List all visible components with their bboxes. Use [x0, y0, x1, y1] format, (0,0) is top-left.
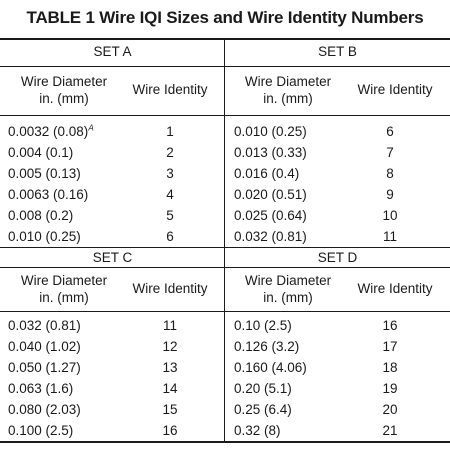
set-a-row-1-diameter: 0.0032 (0.08)A [8, 123, 94, 139]
set-c-row-1-diameter: 0.032 (0.81) [8, 318, 81, 333]
set-b-row-2-identity: 7 [386, 145, 394, 160]
set-a-row-3-identity: 3 [166, 166, 174, 181]
set-b-row-4-diameter: 0.020 (0.51) [234, 187, 307, 202]
set-a-row-6-diameter: 0.010 (0.25) [8, 229, 81, 244]
set-d-diameter-header: Wire Diameter in. (mm) [244, 273, 332, 305]
set-b-row-1-diameter: 0.010 (0.25) [234, 124, 307, 139]
set-c-label: SET C [92, 250, 133, 265]
middle-rule [0, 247, 450, 248]
set-d-row-6-diameter: 0.32 (8) [234, 423, 281, 438]
set-d-row-4-identity: 19 [382, 381, 398, 396]
top-rule [0, 38, 450, 40]
set-b-row-6-diameter: 0.032 (0.81) [234, 229, 307, 244]
set-c-diameter-header: Wire Diameter in. (mm) [20, 273, 108, 305]
set-c-row-2-identity: 12 [162, 339, 178, 354]
set-a-row-4-identity: 4 [166, 187, 174, 202]
set-b-row-6-identity: 11 [382, 229, 397, 244]
set-a-row-6-identity: 6 [166, 229, 174, 244]
set-c-row-5-identity: 15 [162, 402, 178, 417]
set-d-row-2-diameter: 0.126 (3.2) [234, 339, 300, 354]
set-a-row-2-identity: 2 [166, 145, 174, 160]
set-b-identity-header: Wire Identity [357, 82, 433, 97]
set-d-row-6-identity: 21 [382, 423, 398, 438]
set-c-row-6-diameter: 0.100 (2.5) [8, 423, 74, 438]
set-b-row-4-identity: 9 [386, 187, 394, 202]
set-header-rule-bottom [0, 267, 450, 268]
set-d-row-5-diameter: 0.25 (6.4) [234, 402, 292, 417]
set-c-row-3-identity: 13 [162, 360, 178, 375]
set-d-row-4-diameter: 0.20 (5.1) [234, 381, 292, 396]
set-a-label: SET A [93, 44, 132, 59]
bottom-rule [0, 441, 450, 443]
set-c-row-1-identity: 11 [162, 318, 177, 333]
center-divider [224, 38, 225, 442]
set-a-diameter-header: Wire Diameter in. (mm) [20, 74, 108, 106]
set-c-row-5-diameter: 0.080 (2.03) [8, 402, 81, 417]
set-d-label: SET D [317, 250, 358, 265]
set-b-row-3-identity: 8 [386, 166, 394, 181]
set-a-row-5-identity: 5 [166, 208, 174, 223]
table-title: TABLE 1 Wire IQI Sizes and Wire Identity… [26, 8, 424, 27]
set-a-identity-header: Wire Identity [132, 82, 208, 97]
set-b-label: SET B [318, 44, 357, 59]
set-header-rule-top [0, 66, 450, 67]
set-b-row-5-diameter: 0.025 (0.64) [234, 208, 307, 223]
set-c-row-4-diameter: 0.063 (1.6) [8, 381, 74, 396]
set-c-row-6-identity: 16 [162, 423, 178, 438]
set-a-row-4-diameter: 0.0063 (0.16) [8, 187, 89, 202]
set-c-row-2-diameter: 0.040 (1.02) [8, 339, 81, 354]
set-d-row-3-identity: 18 [382, 360, 398, 375]
set-d-row-2-identity: 17 [382, 339, 398, 354]
set-a-row-1-identity: 1 [166, 124, 174, 139]
footnote-a: A [88, 123, 94, 133]
set-d-row-3-diameter: 0.160 (4.06) [234, 360, 307, 375]
set-d-identity-header: Wire Identity [357, 281, 433, 296]
set-b-row-5-identity: 10 [382, 208, 398, 223]
set-d-row-1-identity: 16 [382, 318, 398, 333]
set-c-row-3-diameter: 0.050 (1.27) [8, 360, 81, 375]
set-d-row-5-identity: 20 [382, 402, 398, 417]
set-a-row-5-diameter: 0.008 (0.2) [8, 208, 74, 223]
set-c-row-4-identity: 14 [162, 381, 178, 396]
set-a-row-2-diameter: 0.004 (0.1) [8, 145, 74, 160]
set-a-row-3-diameter: 0.005 (0.13) [8, 166, 81, 181]
set-d-row-1-diameter: 0.10 (2.5) [234, 318, 292, 333]
set-b-row-3-diameter: 0.016 (0.4) [234, 166, 300, 181]
set-b-diameter-header: Wire Diameter in. (mm) [244, 74, 332, 106]
column-header-rule-bottom [0, 311, 450, 312]
set-b-row-1-identity: 6 [386, 124, 394, 139]
set-b-row-2-diameter: 0.013 (0.33) [234, 145, 307, 160]
column-header-rule-top [0, 115, 450, 116]
set-c-identity-header: Wire Identity [132, 281, 208, 296]
